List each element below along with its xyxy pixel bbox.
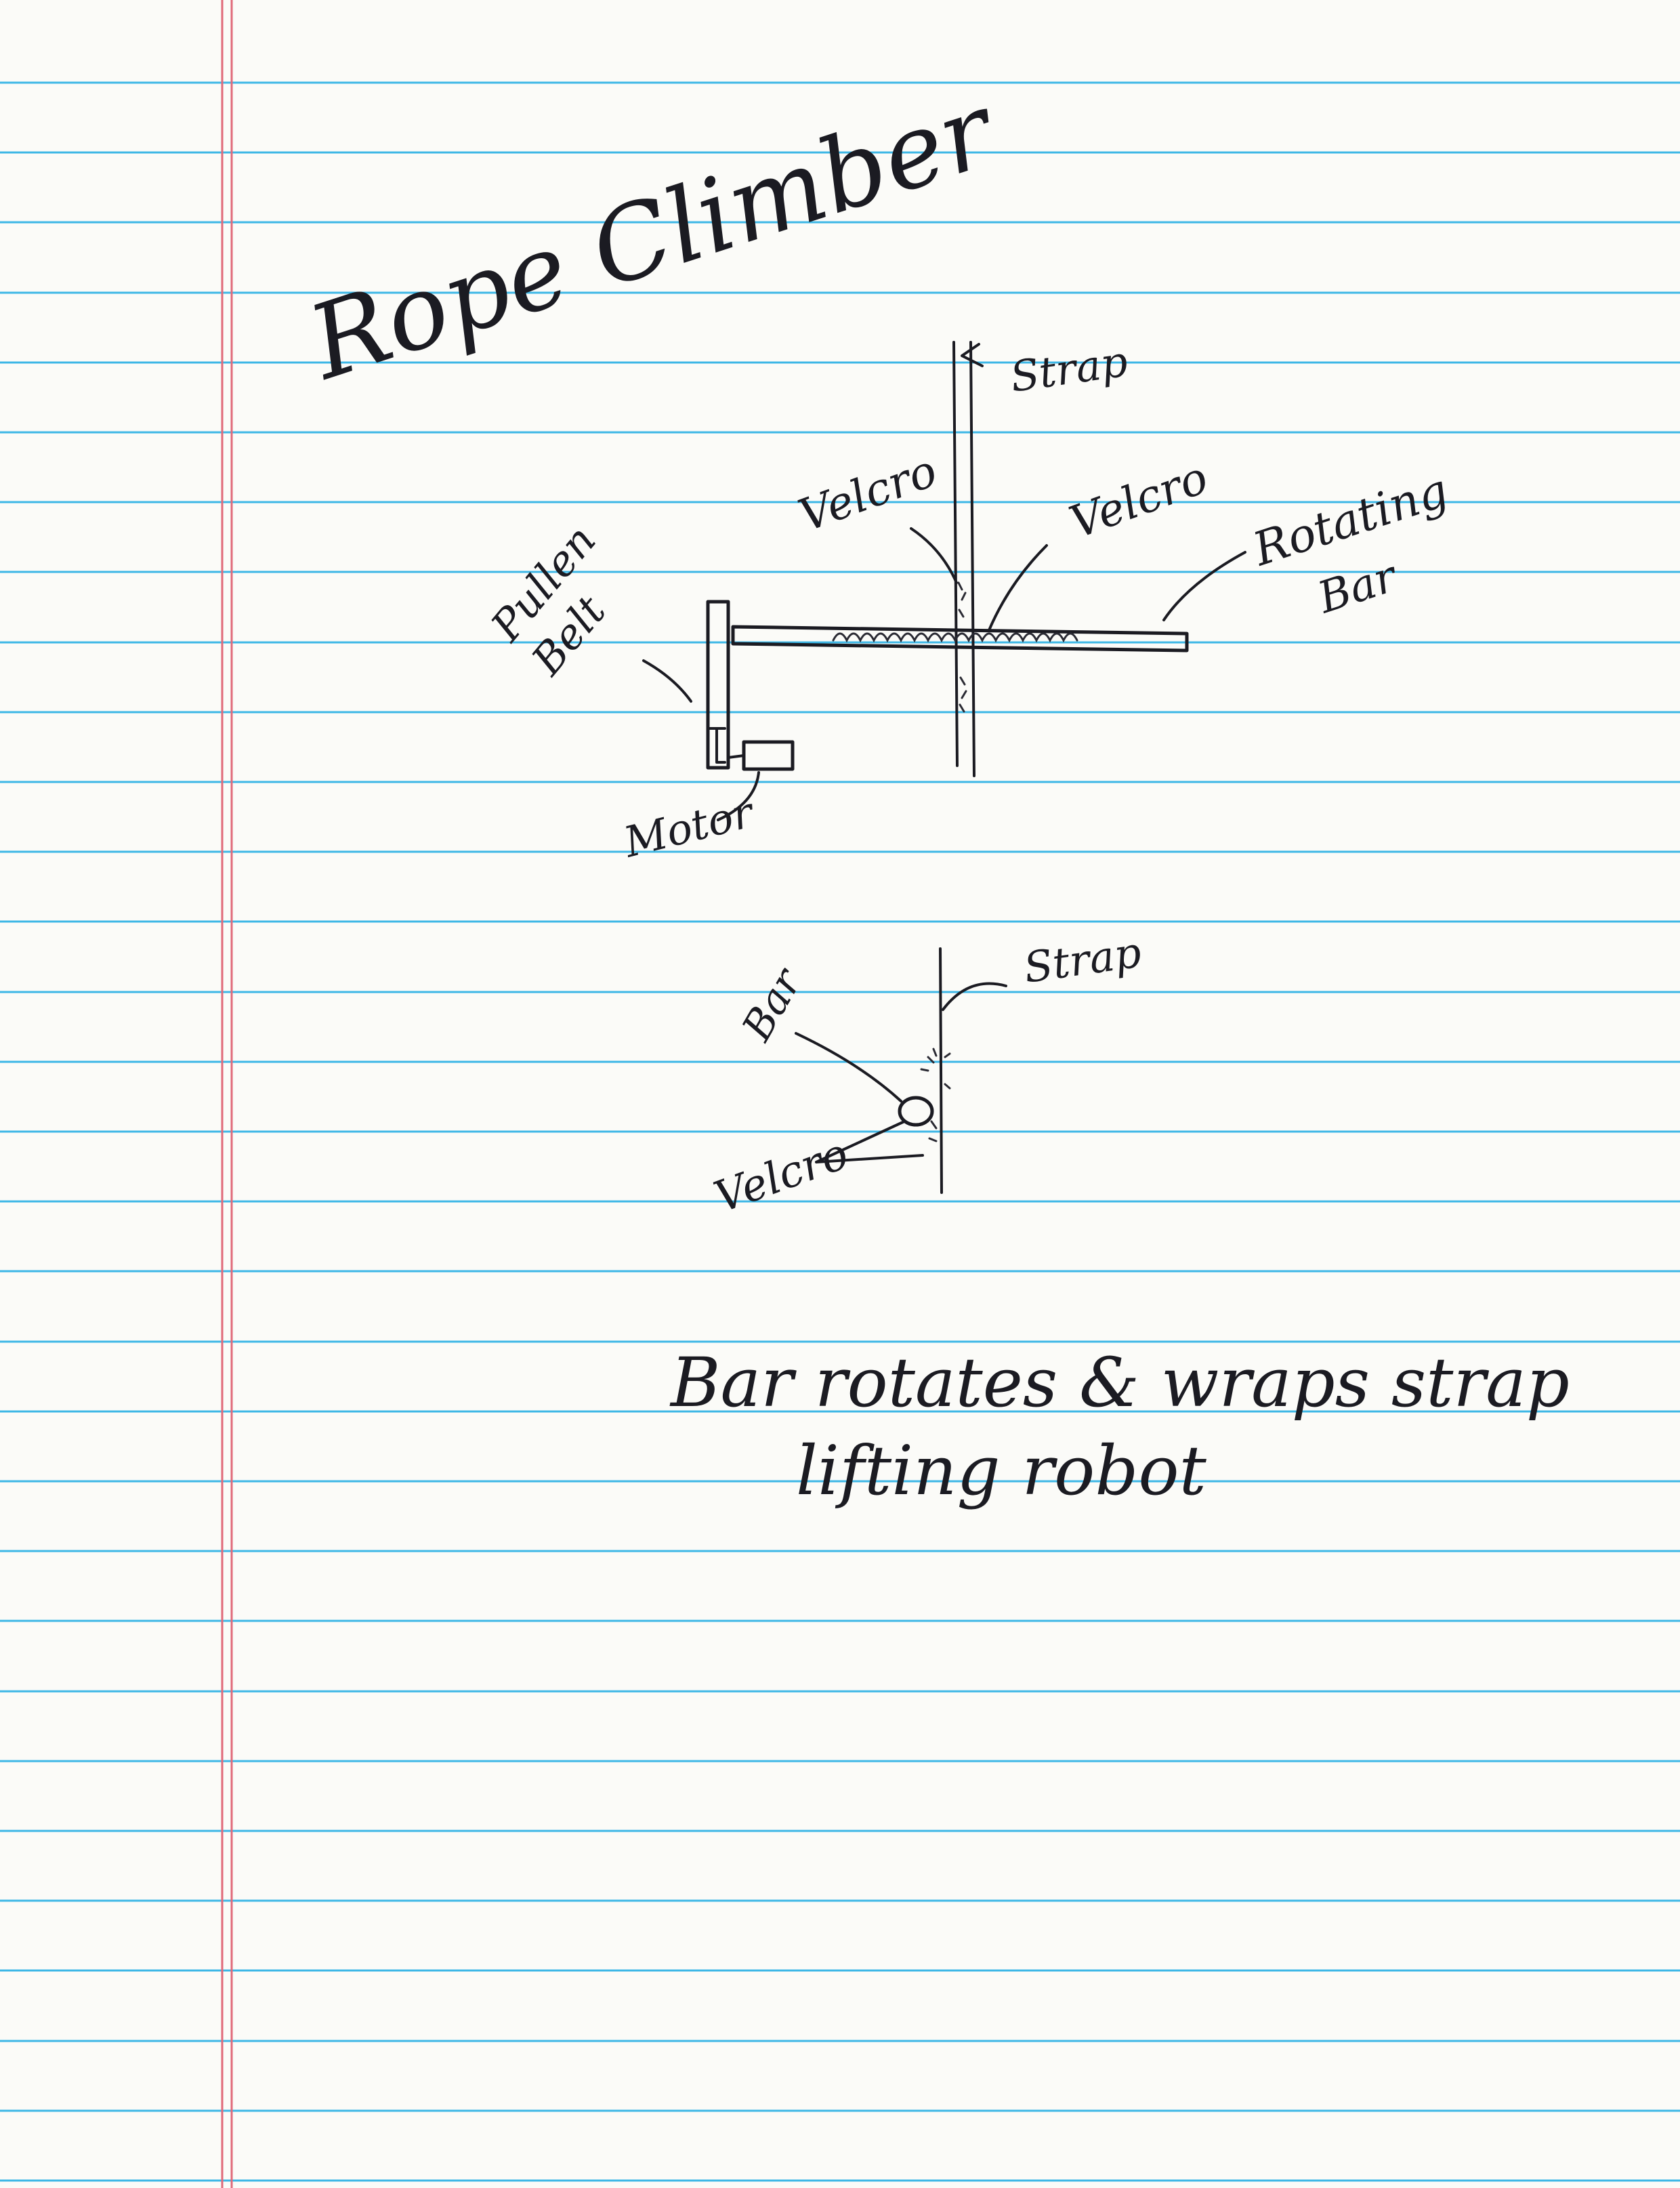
pulley-belt [706, 600, 730, 770]
end-strap-leader [942, 982, 1007, 1011]
page-title: Rope Climber [295, 70, 1012, 403]
velcro-left-leader [910, 527, 958, 584]
strap-velcro-texture [957, 581, 967, 713]
bar-velcro-wrap [832, 632, 1078, 643]
motor-label: Motor [618, 787, 760, 867]
end-view-diagram: Strap Bar Velcro [708, 927, 1144, 1223]
rotating-bar [731, 625, 1189, 653]
end-bar-circle [898, 1096, 934, 1127]
rotating-bar-leader [1162, 551, 1246, 621]
strap-line-right [969, 341, 975, 777]
belt-bracket [709, 727, 726, 764]
motor-shaft [727, 754, 745, 759]
end-bar-leader [795, 1032, 902, 1102]
pulley-leader [642, 659, 692, 703]
end-velcro-leader [815, 1120, 924, 1163]
side-view-diagram: Strap Velcro Velcro Rotating Bar Pullen … [481, 336, 1454, 867]
motor-box [742, 740, 795, 771]
caption-line-2: lifting robot [796, 1431, 1207, 1510]
strap-line-left [952, 341, 959, 767]
rotating-bar-label-2: Bar [1311, 551, 1404, 624]
motor-leader [717, 771, 760, 821]
end-strap-label: Strap [1021, 927, 1144, 992]
velcro-right-leader [988, 544, 1048, 632]
velcro-left-label: Velcro [792, 445, 944, 542]
end-strap-line [939, 947, 943, 1194]
ruled-lines [0, 81, 1680, 2182]
end-velcro-label: Velcro [708, 1129, 855, 1223]
rotating-bar-label-1: Rotating [1246, 463, 1454, 577]
end-velcro-fuzz [920, 1048, 951, 1142]
velcro-right-label: Velcro [1063, 451, 1215, 549]
caption-line-1: Bar rotates & wraps strap [669, 1343, 1570, 1422]
margin-lines [221, 0, 233, 2188]
strap-label: Strap [1007, 336, 1131, 401]
strap-leader [961, 343, 984, 367]
